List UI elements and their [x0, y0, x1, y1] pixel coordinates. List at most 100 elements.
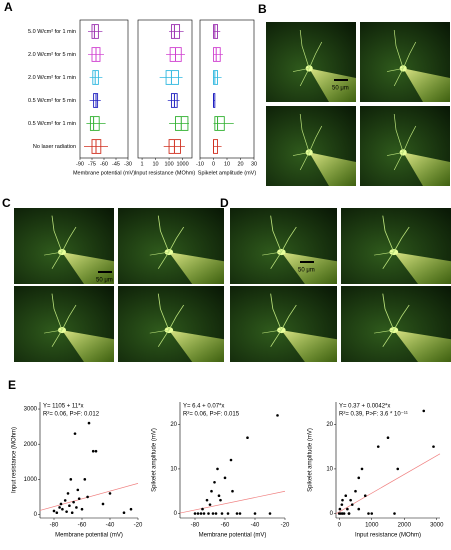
point	[87, 421, 91, 425]
point	[347, 512, 351, 515]
x-tick-label: 1000	[365, 523, 379, 529]
y-axis-label: Spikelet amplitude (mV)	[308, 428, 314, 492]
point	[344, 494, 348, 497]
category-label: 2.0 W/cm² for 5 min	[28, 52, 76, 58]
point	[238, 512, 242, 515]
x-tick-label: 30	[251, 161, 257, 167]
point	[210, 489, 213, 493]
x-tick-label: -30	[124, 161, 132, 167]
annotation: R²= 0.39, P>F: 3.6 * 10⁻¹¹	[339, 412, 408, 418]
point	[75, 506, 78, 509]
panel-label: C	[2, 196, 11, 210]
box	[89, 116, 100, 131]
point	[205, 498, 209, 502]
point	[363, 494, 367, 497]
point	[354, 489, 357, 493]
y-axis-label: Input resistance (MOhm)	[12, 427, 18, 493]
box	[213, 47, 221, 62]
category-label: 5.0 W/cm² for 1 min	[28, 29, 76, 35]
category-label: 0.5 W/cm² for 1 min	[28, 121, 76, 127]
point	[77, 497, 81, 500]
x-tick-label: 1	[141, 161, 144, 167]
annotation: R²= 0.06, P>F: 0.015	[183, 412, 240, 418]
x-tick-label: -90	[76, 161, 84, 167]
point	[376, 445, 380, 448]
x-axis-label: Input resistance (MOhm)	[355, 533, 421, 539]
box	[214, 116, 225, 131]
plot-frame	[79, 19, 129, 159]
point	[61, 507, 64, 511]
plot-frame	[137, 19, 193, 159]
point	[229, 458, 233, 462]
category-label: No laser radiation	[33, 144, 76, 150]
point	[231, 489, 234, 493]
point	[207, 512, 210, 515]
point	[196, 512, 200, 515]
point	[213, 481, 216, 484]
point	[211, 512, 215, 515]
x-tick-label: -60	[100, 161, 108, 167]
y-tick-label: 0	[330, 511, 334, 517]
fit-line	[335, 453, 441, 515]
point	[70, 511, 74, 515]
point	[432, 445, 435, 448]
point	[367, 512, 370, 515]
point	[91, 449, 95, 453]
point	[217, 494, 221, 497]
point	[246, 436, 249, 439]
point	[357, 476, 361, 480]
point	[396, 467, 400, 471]
x-tick-label: -20	[134, 523, 143, 529]
point	[66, 492, 70, 495]
point	[193, 512, 197, 515]
fit-line	[179, 490, 286, 514]
point	[276, 414, 279, 417]
point	[201, 507, 204, 511]
x-tick-label: 2000	[398, 523, 412, 529]
y-tick-label: 0	[34, 512, 38, 518]
point	[199, 512, 203, 515]
point	[346, 507, 349, 511]
x-tick-label: 10	[153, 161, 159, 167]
y-tick-label: 2000	[24, 442, 38, 448]
point	[219, 498, 222, 502]
point	[220, 512, 224, 515]
box	[213, 24, 219, 39]
point	[386, 436, 390, 439]
x-tick-label: 100	[164, 161, 173, 167]
point	[101, 502, 105, 506]
y-tick-label: 0	[174, 511, 178, 517]
annotation: R²= 0.06, P>F: 0.012	[43, 412, 100, 418]
x-tick-label: 3000	[430, 523, 444, 529]
point	[214, 512, 218, 515]
point	[86, 495, 89, 499]
point	[341, 512, 344, 515]
box	[170, 24, 181, 39]
point	[208, 503, 212, 506]
point	[52, 509, 56, 513]
point	[350, 503, 354, 506]
point	[202, 512, 206, 515]
y-tick-label: 10	[170, 467, 177, 473]
y-axis-label: Spikelet amplitude (mV)	[152, 428, 158, 492]
point	[216, 467, 219, 471]
panel-label: D	[220, 196, 229, 210]
point	[129, 507, 133, 511]
point	[223, 476, 227, 480]
point	[68, 504, 71, 507]
x-axis-label: Input resistance (MOhm)	[135, 170, 196, 176]
panel-label: A	[4, 0, 13, 14]
point	[226, 512, 230, 515]
x-tick-label: -60	[78, 523, 87, 529]
x-axis-label: Membrane potential (mV)	[199, 533, 267, 539]
category-label: 2.0 W/cm² for 1 min	[28, 75, 76, 81]
panel-label: E	[8, 378, 16, 392]
point	[393, 512, 396, 515]
point	[338, 507, 342, 511]
x-tick-label: -40	[251, 523, 260, 529]
point	[122, 511, 126, 515]
panel-label: B	[258, 2, 267, 16]
micrograph-b: 50 μm	[265, 21, 451, 187]
box	[165, 70, 179, 85]
category-label: 0.5 W/cm² for 5 min	[28, 98, 76, 104]
